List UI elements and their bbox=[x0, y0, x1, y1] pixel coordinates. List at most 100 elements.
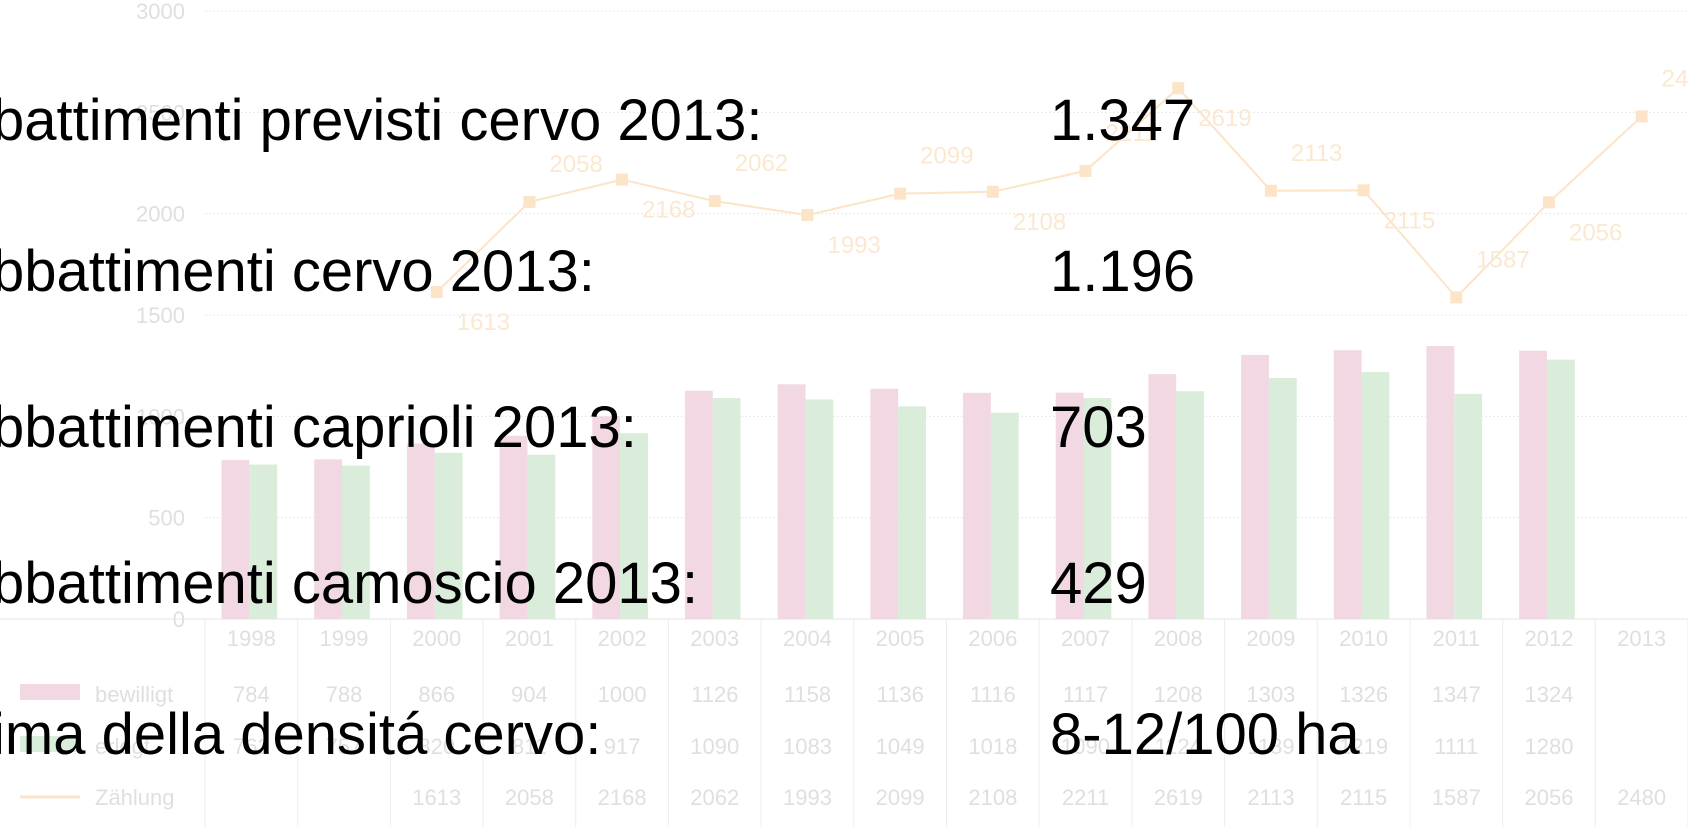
legend-label: bewilligt bbox=[95, 682, 173, 707]
table-cell: 1126 bbox=[691, 682, 738, 707]
data-label: 2058 bbox=[549, 151, 602, 178]
data-label: 2480 bbox=[1662, 65, 1688, 92]
data-label: 2619 bbox=[1198, 105, 1251, 132]
table-cell: 1208 bbox=[1154, 682, 1203, 707]
legend-swatch bbox=[20, 684, 80, 700]
table-cell: 1111 bbox=[1434, 734, 1478, 759]
table-cell: 1083 bbox=[783, 734, 832, 759]
table-cell: 1613 bbox=[412, 785, 461, 810]
x-tick-label: 2000 bbox=[412, 626, 461, 651]
data-label: 2108 bbox=[1013, 209, 1066, 236]
legend-label: Zählung bbox=[95, 785, 175, 810]
table-cell: 904 bbox=[511, 682, 548, 707]
bar bbox=[1519, 350, 1547, 619]
x-tick-label: 2004 bbox=[783, 626, 832, 651]
bar bbox=[620, 433, 648, 619]
data-label: 1587 bbox=[1476, 246, 1529, 273]
y-tick-label: 500 bbox=[148, 506, 185, 531]
line-label: bbattimenti caprioli 2013: bbox=[0, 395, 637, 460]
bar bbox=[1148, 374, 1177, 619]
data-label: 2211 bbox=[1106, 120, 1158, 147]
line-label: bbattimenti camoscio 2013: bbox=[0, 551, 698, 616]
marker bbox=[801, 209, 814, 222]
table-cell: 1117 bbox=[1063, 682, 1109, 707]
x-tick-label: 2013 bbox=[1617, 626, 1666, 651]
table-cell: 1303 bbox=[1246, 682, 1295, 707]
data-label: 2168 bbox=[642, 197, 695, 224]
table-cell: 1049 bbox=[876, 734, 925, 759]
line-value: 429 bbox=[1050, 551, 1147, 616]
table-cell: 1347 bbox=[1432, 682, 1481, 707]
marker bbox=[430, 286, 443, 299]
x-tick-label: 2007 bbox=[1061, 626, 1110, 651]
data-label: 1613 bbox=[457, 309, 510, 336]
table-cell: 1324 bbox=[1524, 682, 1573, 707]
table-cell: 2058 bbox=[505, 785, 554, 810]
marker bbox=[1450, 291, 1463, 304]
table-cell: 2115 bbox=[1340, 785, 1387, 810]
x-tick-label: 2002 bbox=[598, 626, 647, 651]
bar bbox=[1268, 378, 1297, 619]
bar bbox=[805, 399, 834, 619]
line bbox=[436, 86, 1643, 299]
bar bbox=[777, 384, 806, 619]
bar bbox=[1426, 346, 1455, 619]
y-tick-label: 2000 bbox=[136, 202, 185, 227]
line-value: 1.196 bbox=[1050, 239, 1195, 304]
line-label: bbattimenti cervo 2013: bbox=[0, 239, 595, 304]
marker bbox=[1264, 184, 1277, 197]
table-cell: 866 bbox=[418, 682, 455, 707]
table-cell: 1116 bbox=[970, 682, 1016, 707]
table-cell: 1587 bbox=[1432, 785, 1481, 810]
table-cell: 1018 bbox=[968, 734, 1017, 759]
bar bbox=[1083, 398, 1112, 619]
bar bbox=[1546, 359, 1575, 619]
table-cell: 820 bbox=[418, 734, 455, 759]
bar bbox=[314, 459, 343, 619]
bar bbox=[1361, 371, 1390, 619]
marker bbox=[986, 185, 999, 198]
data-label: 2113 bbox=[1291, 140, 1343, 167]
bar bbox=[434, 452, 463, 619]
table-cell: 1219 bbox=[1339, 734, 1388, 759]
x-tick-label: 2005 bbox=[876, 626, 925, 651]
bar bbox=[406, 443, 435, 619]
x-tick-label: 2001 bbox=[505, 626, 554, 651]
data-label: 2099 bbox=[920, 143, 973, 170]
line-value: 703 bbox=[1050, 395, 1147, 460]
marker bbox=[616, 173, 629, 186]
table-cell: 1326 bbox=[1339, 682, 1388, 707]
bar bbox=[342, 465, 370, 619]
bar bbox=[898, 406, 926, 619]
line-label: battimenti previsti cervo 2013: bbox=[0, 88, 762, 153]
data-label: 2062 bbox=[735, 150, 788, 177]
table-cell: 1124 bbox=[1155, 734, 1202, 759]
table-cell: 1280 bbox=[1524, 734, 1573, 759]
table-cell: 1000 bbox=[598, 682, 647, 707]
bar bbox=[527, 454, 556, 619]
bar bbox=[870, 388, 899, 619]
marker bbox=[1357, 184, 1370, 197]
line-label: ima della densitá cervo: bbox=[0, 702, 601, 767]
table-cell: 1090 bbox=[690, 734, 739, 759]
bar bbox=[1241, 354, 1269, 619]
data-label: 1993 bbox=[827, 232, 880, 259]
table-cell: 2099 bbox=[876, 785, 925, 810]
marker bbox=[1172, 82, 1185, 95]
bar bbox=[684, 390, 713, 619]
table-cell: 757 bbox=[326, 734, 363, 759]
x-tick-label: 2009 bbox=[1246, 626, 1295, 651]
y-tick-label: 1000 bbox=[136, 404, 185, 429]
x-tick-label: 2006 bbox=[968, 626, 1017, 651]
y-tick-label: 1500 bbox=[136, 303, 185, 328]
bar bbox=[249, 464, 278, 619]
y-tick-label: 3000 bbox=[136, 0, 185, 24]
table-cell: 2211 bbox=[1062, 785, 1109, 810]
table-cell: 2619 bbox=[1154, 785, 1203, 810]
bar bbox=[1333, 350, 1362, 619]
bar bbox=[712, 398, 741, 619]
table-cell: 2480 bbox=[1617, 785, 1666, 810]
bar bbox=[1176, 391, 1205, 619]
